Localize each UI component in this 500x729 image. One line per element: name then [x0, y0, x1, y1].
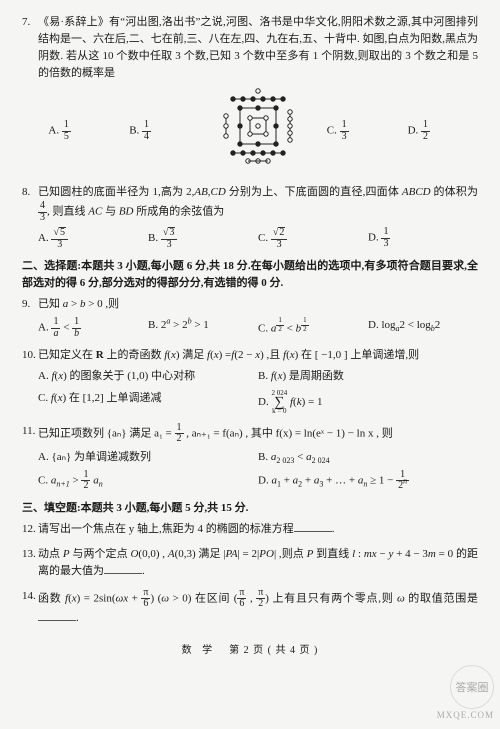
q9-text: 已知 a > b > 0 ,则 [38, 296, 478, 313]
question-8: 8. 已知圆柱的底面半径为 1,高为 2,AB,CD 分别为上、下底面圆的直径,… [22, 184, 478, 250]
hetu-diagram [216, 86, 300, 176]
opt-label: A. [48, 125, 59, 137]
q8-opt-B: B. √33 [148, 227, 258, 250]
q10-opt-C: C. f(x) 在 [1,2] 上单调递减 [38, 390, 258, 415]
q11-opt-B: B. a2 023 < a2 024 [258, 449, 478, 466]
watermark: 答案圈 MXQE.COM [437, 665, 494, 723]
q9-opt-D: D. loga2 < logb2 [368, 317, 478, 339]
q7-opt-B: B. 14 [129, 120, 189, 142]
q10-text: 已知定义在 R 上的奇函数 f(x) 满足 f(x) =f(2 − x) ,且 … [38, 347, 478, 364]
q10-options-row1: A. f(x) 的图象关于 (1,0) 中心对称 B. f(x) 是周期函数 [38, 368, 478, 385]
q8-opt-D: D. 13 [368, 227, 478, 250]
question-11: 11. 已知正项数列 {aₙ} 满足 a₁ = 12 , aₙ₊₁ = f(aₙ… [22, 423, 478, 492]
q9-opt-C: C. a12 < b12 [258, 317, 368, 339]
q9-opt-A: A. 1a < 1b [38, 317, 148, 339]
q8-opt-A: A. √53 [38, 227, 148, 250]
question-14: 14. 函数 f(x) = 2sin(ωx + π6) (ω > 0) 在区间 … [22, 588, 478, 627]
q10-opt-B: B. f(x) 是周期函数 [258, 368, 478, 385]
q7-opt-D: D. 12 [408, 120, 468, 142]
question-13: 13. 动点 P 与两个定点 O(0,0) , A(0,3) 满足 |PA| =… [22, 546, 478, 580]
question-7: 7. 《易·系辞上》有“河出图,洛出书”之说,河图、洛书是中华文化,阴阳术数之源… [22, 14, 478, 176]
blank [38, 611, 76, 621]
q7-opt-A: A. 15 [48, 120, 108, 142]
opt-label: D. [408, 125, 419, 137]
section-3-heading: 三、填空题:本题共 3 小题,每小题 5 分,共 15 分. [22, 500, 478, 517]
q7-number: 7. [22, 14, 38, 31]
opt-label: B. [129, 125, 139, 137]
q11-opt-D: D. a1 + a2 + a3 + … + an ≥ 1 − 12n [258, 470, 478, 492]
question-9: 9. 已知 a > b > 0 ,则 A. 1a < 1b B. 2a > 2b… [22, 296, 478, 339]
q11-options-row1: A. {aₙ} 为单调递减数列 B. a2 023 < a2 024 [38, 449, 478, 466]
q10-opt-D: D. 2 024∑k = 0 f(k) = 1 [258, 390, 478, 415]
opt-label: C. [327, 125, 337, 137]
blank [104, 564, 142, 574]
q11-opt-A: A. {aₙ} 为单调递减数列 [38, 449, 258, 466]
section-2-heading: 二、选择题:本题共 3 小题,每小题 6 分,共 18 分.在每小题给出的选项中… [22, 258, 478, 292]
q7-opt-C: C. 13 [327, 120, 387, 142]
page-footer: 数 学 第 2 页 ( 共 4 页 ) [22, 643, 478, 659]
question-12: 12. 请写出一个焦点在 y 轴上,焦距为 4 的椭圆的标准方程. [22, 521, 478, 538]
q8-opt-C: C. √23 [258, 227, 368, 250]
q11-opt-C: C. an+1 > 12 an [38, 470, 258, 492]
q9-options-row: A. 1a < 1b B. 2a > 2b > 1 C. a12 < b12 D… [38, 317, 478, 339]
q11-text: 已知正项数列 {aₙ} 满足 a₁ = 12 , aₙ₊₁ = f(aₙ) , … [38, 423, 478, 445]
question-10: 10. 已知定义在 R 上的奇函数 f(x) 满足 f(x) =f(2 − x)… [22, 347, 478, 414]
q8-number: 8. [22, 184, 38, 201]
q10-opt-A: A. f(x) 的图象关于 (1,0) 中心对称 [38, 368, 258, 385]
q7-options-row: A. 15 B. 14 [38, 86, 478, 176]
blank [294, 522, 332, 532]
q10-options-row2: C. f(x) 在 [1,2] 上单调递减 D. 2 024∑k = 0 f(k… [38, 390, 478, 415]
q8-options-row: A. √53 B. √33 C. √23 D. 13 [38, 227, 478, 250]
q9-opt-B: B. 2a > 2b > 1 [148, 317, 258, 339]
q11-options-row2: C. an+1 > 12 an D. a1 + a2 + a3 + … + an… [38, 470, 478, 492]
q7-text: 《易·系辞上》有“河出图,洛出书”之说,河图、洛书是中华文化,阴阳术数之源,其中… [38, 14, 478, 82]
q8-text: 已知圆柱的底面半径为 1,高为 2,AB,CD 分别为上、下底面圆的直径,四面体… [38, 184, 478, 223]
